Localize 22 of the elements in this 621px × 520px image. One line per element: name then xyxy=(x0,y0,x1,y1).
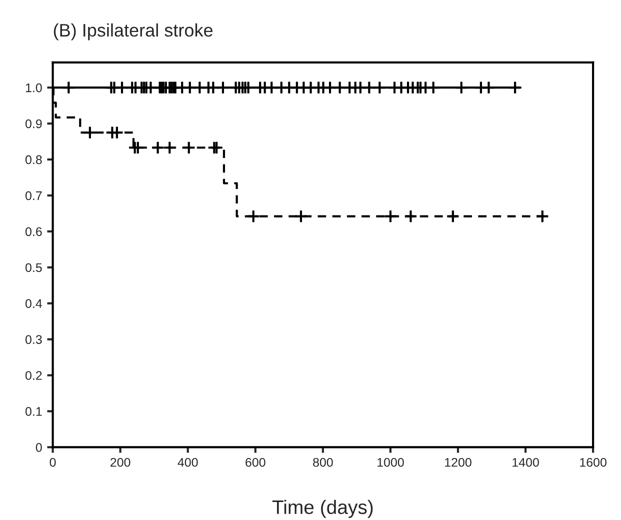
x-tick-label: 1400 xyxy=(512,458,539,467)
y-tick-label: 0.5 xyxy=(25,263,42,272)
x-tick-label: 1200 xyxy=(445,458,472,467)
y-tick-label: 0 xyxy=(36,443,42,452)
x-tick-label: 200 xyxy=(110,458,130,467)
y-tick-label: 0.3 xyxy=(25,335,42,344)
chart-title: (B) Ipsilateral stroke xyxy=(54,23,213,40)
y-tick-label: 0.2 xyxy=(25,371,42,380)
y-tick-label: 0.7 xyxy=(25,191,42,200)
x-tick-label: 1000 xyxy=(378,458,404,467)
x-tick-label: 800 xyxy=(313,458,333,467)
y-tick-label: 0.8 xyxy=(25,155,42,164)
x-axis-title: Time (days) xyxy=(272,500,373,518)
y-tick-label: 0.4 xyxy=(25,299,42,308)
x-tick-label: 600 xyxy=(246,458,266,467)
x-tick-label: 1600 xyxy=(580,458,606,467)
y-tick-label: 0.9 xyxy=(25,119,42,128)
y-tick-label: 1.0 xyxy=(26,83,42,92)
y-tick-label: 0.1 xyxy=(25,407,42,416)
y-tick-label: 0.6 xyxy=(25,227,42,236)
x-tick-label: 400 xyxy=(178,458,198,467)
x-tick-label: 0 xyxy=(50,458,56,467)
